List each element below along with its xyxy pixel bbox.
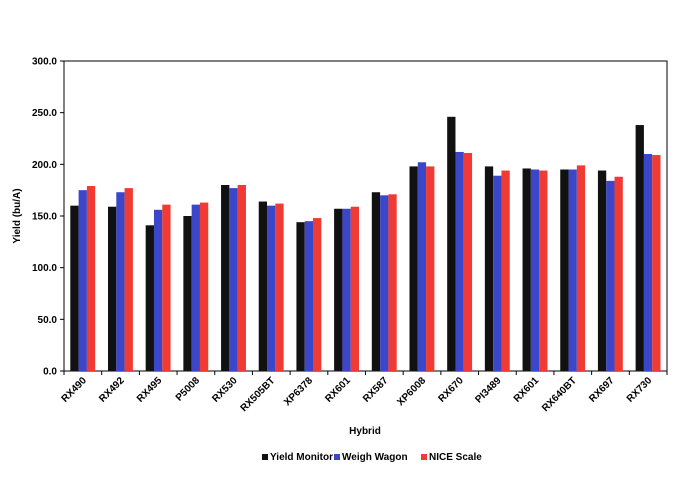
bar-yield-monitor bbox=[409, 166, 418, 371]
bar-nice-scale bbox=[426, 166, 435, 371]
bar-nice-scale bbox=[614, 176, 623, 371]
x-tick-label: RX730 bbox=[625, 375, 655, 405]
x-tick-label: RX640BT bbox=[540, 375, 579, 414]
bar-yield-monitor bbox=[371, 192, 381, 371]
bar-nice-scale bbox=[313, 218, 322, 371]
bar-yield-monitor bbox=[334, 208, 343, 371]
legend-swatch bbox=[262, 454, 268, 460]
bar-weigh-wagon bbox=[191, 204, 200, 371]
x-tick-label: RX601 bbox=[512, 375, 542, 405]
x-tick-label: RX601 bbox=[323, 375, 353, 405]
bar-yield-monitor bbox=[522, 168, 531, 371]
bar-yield-monitor bbox=[107, 206, 117, 371]
legend-label: Weigh Wagon bbox=[342, 452, 408, 463]
bar-yield-monitor bbox=[447, 116, 456, 371]
legend-label: NICE Scale bbox=[429, 452, 482, 463]
bar-yield-monitor bbox=[70, 205, 79, 371]
bar-weigh-wagon bbox=[606, 180, 615, 371]
y-tick-label: 100.0 bbox=[32, 263, 57, 274]
legend-label: Yield Monitor bbox=[270, 452, 333, 463]
bar-nice-scale bbox=[350, 206, 360, 371]
bar-weigh-wagon bbox=[342, 208, 351, 371]
bar-nice-scale bbox=[124, 188, 133, 371]
bar-yield-monitor bbox=[183, 216, 192, 371]
bar-weigh-wagon bbox=[153, 209, 163, 371]
x-tick-label: XP6378 bbox=[282, 375, 315, 408]
bar-yield-monitor bbox=[258, 201, 268, 371]
x-tick-label: RX490 bbox=[60, 375, 90, 405]
bar-weigh-wagon bbox=[417, 162, 427, 371]
bar-weigh-wagon bbox=[78, 190, 87, 371]
y-tick-label: 0.0 bbox=[43, 367, 57, 378]
x-tick-label: RX495 bbox=[135, 375, 165, 405]
legend-swatch bbox=[421, 454, 427, 460]
bar-nice-scale bbox=[237, 185, 246, 371]
bar-nice-scale bbox=[463, 152, 473, 371]
bar-yield-monitor bbox=[635, 125, 644, 371]
bar-yield-monitor bbox=[597, 170, 607, 371]
y-tick-label: 250.0 bbox=[32, 108, 57, 119]
bar-yield-monitor bbox=[145, 225, 154, 371]
legend: Yield Monitor Weigh Wagon NICE Scale bbox=[262, 452, 482, 463]
bar-weigh-wagon bbox=[304, 221, 314, 371]
bar-weigh-wagon bbox=[380, 195, 389, 371]
bar-nice-scale bbox=[86, 186, 96, 371]
bar-weigh-wagon bbox=[530, 169, 540, 371]
x-tick-label: RX697 bbox=[587, 375, 617, 405]
y-axis-title: Yield (bu/A) bbox=[12, 188, 23, 243]
bar-nice-scale bbox=[501, 170, 510, 371]
y-axis: 0.0 50.0 100.0 150.0 200.0 250.0 300.0 bbox=[32, 57, 64, 378]
legend-swatch bbox=[334, 454, 340, 460]
bar-nice-scale bbox=[388, 194, 397, 371]
y-tick-label: 50.0 bbox=[38, 315, 58, 326]
x-tick-label: RX587 bbox=[361, 375, 391, 405]
x-tick-label: RX530 bbox=[210, 375, 240, 405]
x-tick-label: RX492 bbox=[97, 375, 127, 405]
x-tick-label: RX505BT bbox=[239, 375, 278, 414]
bar-weigh-wagon bbox=[455, 151, 464, 371]
bar-nice-scale bbox=[275, 203, 284, 371]
y-tick-label: 200.0 bbox=[32, 160, 57, 171]
y-tick-label: 300.0 bbox=[32, 57, 57, 68]
bar-weigh-wagon bbox=[267, 205, 276, 371]
bar-yield-monitor bbox=[296, 222, 305, 371]
bar-nice-scale bbox=[162, 204, 171, 371]
bar-weigh-wagon bbox=[568, 169, 577, 371]
bar-nice-scale bbox=[199, 202, 209, 371]
bars bbox=[70, 116, 661, 371]
y-tick-label: 150.0 bbox=[32, 212, 57, 223]
bar-weigh-wagon bbox=[229, 188, 238, 371]
x-axis-title: Hybrid bbox=[349, 426, 381, 437]
x-tick-label: PI3489 bbox=[473, 375, 503, 405]
x-tick-label: RX670 bbox=[436, 375, 466, 405]
bar-weigh-wagon bbox=[116, 192, 125, 371]
bar-yield-monitor bbox=[221, 185, 230, 371]
bar-yield-monitor bbox=[560, 169, 569, 371]
x-tick-label: P5008 bbox=[174, 375, 203, 404]
bar-nice-scale bbox=[576, 165, 586, 371]
bar-weigh-wagon bbox=[493, 175, 502, 371]
bar-nice-scale bbox=[539, 170, 548, 371]
bar-yield-monitor bbox=[484, 166, 494, 371]
bar-nice-scale bbox=[652, 155, 661, 371]
x-tick-label: XP6008 bbox=[395, 375, 428, 408]
bar-weigh-wagon bbox=[643, 154, 653, 371]
